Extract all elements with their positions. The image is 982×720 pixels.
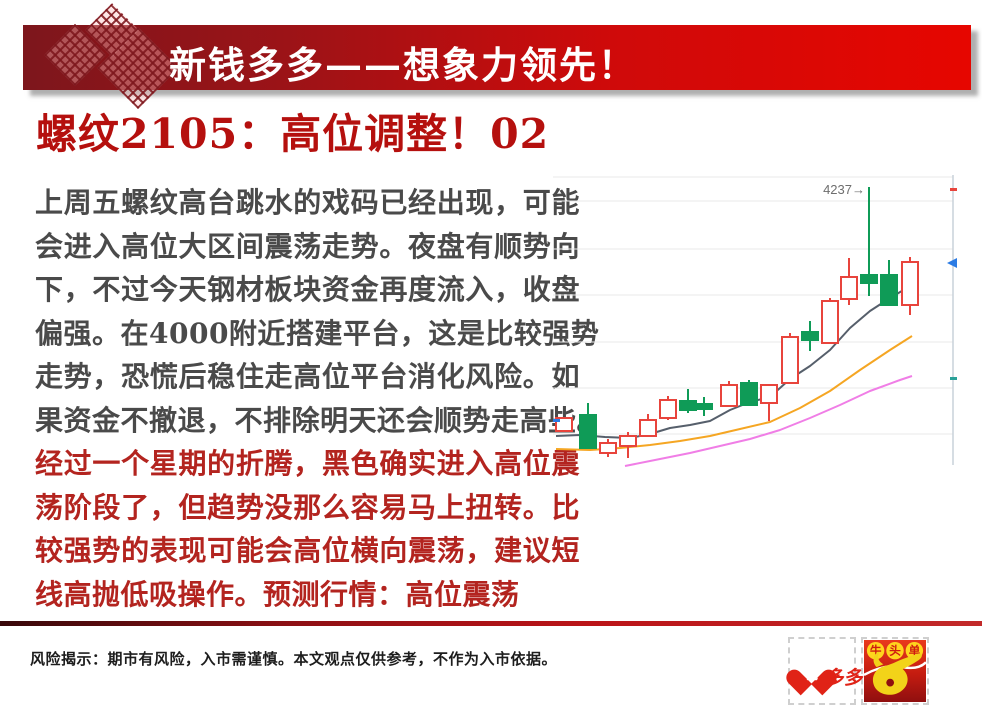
price-marker-dash: [950, 377, 957, 380]
candlestick-chart-canvas: 4237→: [553, 175, 957, 467]
candle-body: [740, 382, 758, 406]
article-body: 上周五螺纹高台跳水的戏码已经出现，可能 会进入高位大区间震荡走势。夜盘有顺势向 下，…: [35, 181, 606, 616]
article-title: 螺纹2105：高位调整！02: [36, 110, 550, 158]
svg-text:牛: 牛: [870, 644, 882, 658]
candle-body: [760, 384, 778, 404]
niutoudan-logo: 牛 头 单: [861, 637, 929, 705]
bull-icon: 牛 头 单: [863, 640, 927, 702]
svg-text:头: 头: [889, 644, 901, 658]
body-line: 上周五螺纹高台跳水的戏码已经出现，可能: [35, 186, 580, 219]
price-marker-arrow: [947, 258, 957, 268]
price-marker-dash: [553, 419, 560, 422]
candle-body: [659, 399, 677, 419]
candle-body: [801, 331, 819, 341]
qianduoduo-logo: 钱 多多: [788, 637, 865, 705]
candle-body: [840, 276, 858, 300]
body-line: 荡阶段了，但趋势没那么容易马上扭转。比: [35, 490, 580, 524]
footer-logos: 钱 多多 牛 头 单: [788, 637, 929, 705]
candle-body: [579, 414, 597, 449]
candle-body: [619, 435, 637, 447]
candle-body: [720, 384, 738, 407]
body-line: 下，不过今天钢材板块资金再度流入，收盘: [35, 273, 580, 306]
body-line: 线高抛低吸操作。预测行情：高位震荡: [35, 577, 520, 611]
candle-body: [695, 403, 713, 410]
body-line: 会进入高位大区间震荡走势。夜盘有顺势向: [35, 229, 580, 263]
body-line: 经过一个星期的折腾，黑色确实进入高位震: [35, 447, 580, 480]
candle-body: [880, 274, 898, 306]
candle-body: [639, 419, 657, 437]
risk-disclaimer: 风险揭示：期市有风险，入市需谨慎。本文观点仅供参考，不作为入市依据。: [30, 650, 558, 668]
ma-orange: [555, 335, 913, 451]
candle-body: [679, 400, 697, 411]
divider: [0, 621, 982, 626]
qianduoduo-label: 多多: [824, 667, 866, 689]
heart-icon: 钱: [796, 659, 827, 687]
candle-body: [821, 300, 839, 344]
candle-body: [781, 336, 799, 384]
ma-dark: [555, 284, 913, 439]
price-annotation: 4237→: [823, 182, 865, 197]
header-banner: 新钱多多——想象力领先！: [23, 3, 971, 110]
heart-char: 钱: [805, 668, 819, 683]
body-line: 偏强。在4000附近搭建平台，这是比较强势: [35, 316, 600, 350]
price-marker-dash: [950, 188, 957, 191]
body-line: 较强势的表现可能会高位横向震荡，建议短: [35, 534, 580, 567]
ma-magenta: [624, 375, 913, 467]
body-line: 果资金不撤退，不排除明天还会顺势走高些。: [35, 403, 606, 437]
candle-body: [860, 274, 878, 284]
banner-title: 新钱多多——想象力领先！: [169, 43, 637, 87]
candlestick-chart: 4237→: [553, 173, 965, 473]
candle-body: [599, 442, 617, 454]
candle-body: [901, 261, 919, 306]
body-line: 走势，恐慌后稳住走高位平台消化风险。如: [35, 360, 580, 393]
